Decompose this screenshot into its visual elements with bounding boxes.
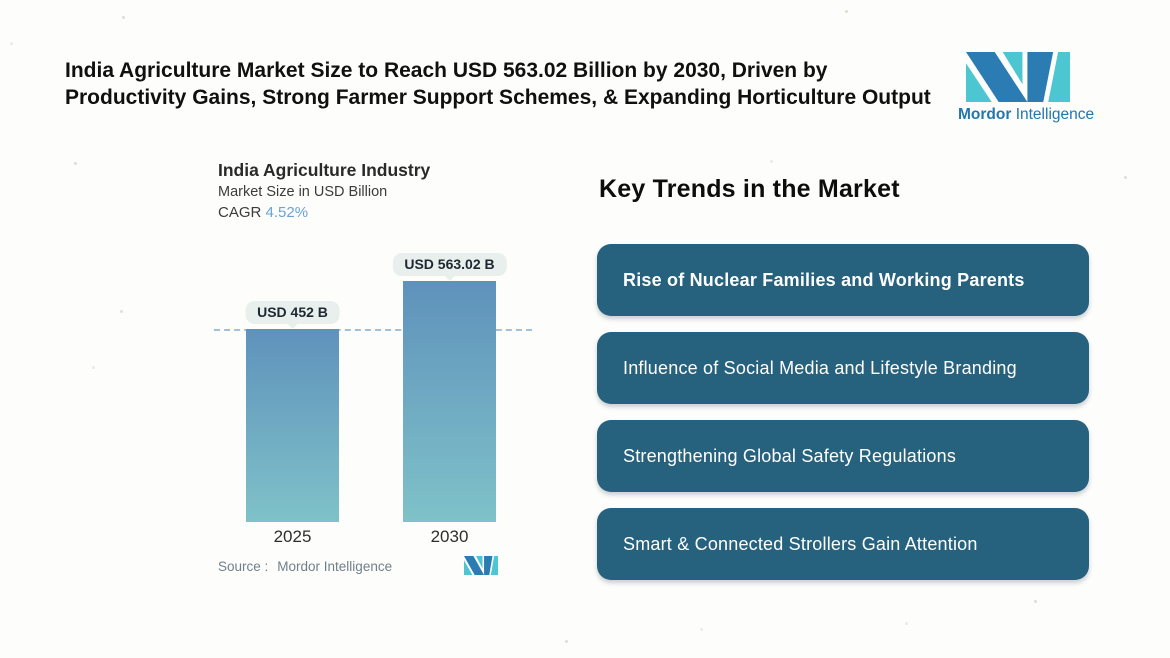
- trend-card-3: Strengthening Global Safety Regulations: [597, 420, 1089, 492]
- bar-value-label: USD 452 B: [245, 301, 340, 329]
- source-value: Mordor Intelligence: [277, 559, 393, 574]
- background-speckle: [1124, 176, 1127, 179]
- trend-card-label: Smart & Connected Strollers Gain Attenti…: [623, 533, 978, 554]
- background-speckle: [770, 160, 773, 163]
- background-speckle: [905, 622, 908, 625]
- trend-card-label: Strengthening Global Safety Regulations: [623, 445, 957, 466]
- key-trends-heading: Key Trends in the Market: [599, 175, 900, 203]
- headline-line-1: India Agriculture Market Size to Reach U…: [65, 59, 828, 82]
- baseline-dashed-line: [214, 329, 532, 331]
- mordor-intelligence-logo: Mordor Intelligence: [958, 52, 1094, 124]
- x-axis-label-2025: 2025: [273, 527, 312, 546]
- cagr-label: CAGR: [218, 204, 262, 221]
- trend-card-2: Influence of Social Media and Lifestyle …: [597, 332, 1089, 404]
- trend-card-label: Rise of Nuclear Families and Working Par…: [623, 269, 1025, 290]
- chart-subtitle: Market Size in USD Billion: [218, 184, 388, 200]
- brand-name-regular: Intelligence: [1015, 106, 1095, 123]
- bar-2025: [246, 329, 339, 522]
- background-speckle: [565, 640, 568, 643]
- bar-value-label: USD 563.02 B: [392, 253, 507, 281]
- cagr-value: 4.52%: [265, 204, 309, 221]
- chart-title: India Agriculture Industry: [218, 160, 431, 180]
- chart-cagr: CAGR 4.52%: [218, 204, 308, 221]
- bar-2030: [403, 281, 496, 522]
- background-speckle: [74, 162, 77, 165]
- label-pointer: [443, 268, 456, 281]
- key-trends-list: Rise of Nuclear Families and Working Par…: [597, 244, 1089, 580]
- background-speckle: [92, 366, 95, 369]
- page-title: India Agriculture Market Size to Reach U…: [65, 57, 985, 111]
- source-label: Source :: [218, 559, 269, 574]
- headline-line-2: Productivity Gains, Strong Farmer Suppor…: [65, 86, 931, 109]
- brand-name-bold: Mordor: [958, 106, 1012, 123]
- chart-source: Source : Mordor Intelligence: [218, 559, 392, 574]
- background-speckle: [122, 16, 125, 19]
- background-speckle: [10, 42, 13, 45]
- background-speckle: [1034, 600, 1037, 603]
- brand-wordmark: Mordor Intelligence: [958, 106, 1094, 124]
- trend-card-label: Influence of Social Media and Lifestyle …: [623, 357, 1017, 378]
- trend-card-4: Smart & Connected Strollers Gain Attenti…: [597, 508, 1089, 580]
- x-axis-label-2030: 2030: [430, 527, 469, 546]
- trend-card-1: Rise of Nuclear Families and Working Par…: [597, 244, 1089, 316]
- mordor-intelligence-logo-small-icon: [464, 556, 498, 575]
- background-speckle: [700, 628, 703, 631]
- mordor-intelligence-logo-icon: [966, 52, 1070, 102]
- background-speckle: [120, 310, 123, 313]
- label-pointer: [286, 316, 299, 329]
- background-speckle: [845, 10, 848, 13]
